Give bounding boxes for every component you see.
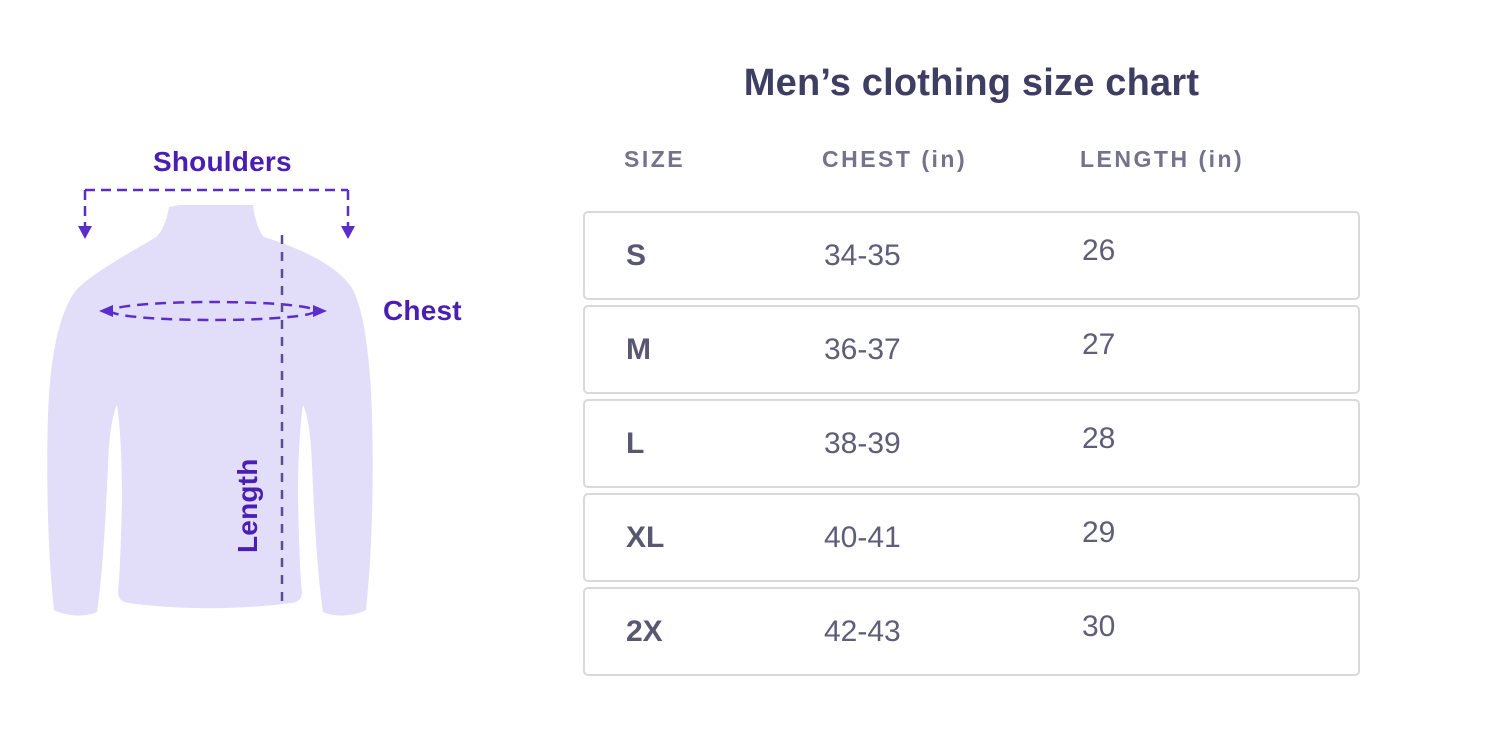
length-label: Length	[232, 458, 263, 554]
table-row: M 36-37 27	[583, 305, 1360, 394]
length-cell: 28	[1082, 421, 1116, 455]
chest-cell: 40-41	[824, 520, 901, 554]
size-cell: L	[626, 426, 645, 460]
shoulders-measure-bracket	[83, 188, 350, 226]
chest-cell: 38-39	[824, 426, 901, 460]
length-cell: 30	[1082, 609, 1116, 643]
shoulder-arrow-left-icon	[78, 226, 92, 239]
shoulders-label: Shoulders	[153, 146, 292, 177]
chest-arrow-right-icon	[313, 305, 327, 317]
shirt-illustration	[47, 188, 373, 616]
column-header-size: SIZE	[624, 146, 686, 172]
table-row: 2X 42-43 30	[583, 587, 1360, 676]
length-cell: 27	[1082, 327, 1116, 361]
size-cell: M	[626, 332, 651, 366]
table-header-row: SIZE CHEST (in) LENGTH (in)	[583, 146, 1360, 173]
table-row: L 38-39 28	[583, 399, 1360, 488]
column-header-length: LENGTH (in)	[1080, 146, 1245, 172]
length-cell: 29	[1082, 515, 1116, 549]
shirt-body-shape	[47, 205, 373, 616]
size-cell: XL	[626, 520, 665, 554]
chest-arrow-left-icon	[99, 305, 113, 317]
chest-cell: 36-37	[824, 332, 901, 366]
chest-cell: 34-35	[824, 238, 901, 272]
column-header-chest: CHEST (in)	[822, 146, 968, 172]
page-title: Men’s clothing size chart	[743, 62, 1200, 104]
size-cell: 2X	[626, 614, 663, 648]
length-cell: 26	[1082, 233, 1116, 267]
chest-label: Chest	[383, 295, 462, 326]
table-row: XL 40-41 29	[583, 493, 1360, 582]
table-row: S 34-35 26	[583, 211, 1360, 300]
chest-cell: 42-43	[824, 614, 901, 648]
shoulder-arrow-right-icon	[341, 226, 355, 239]
table-body: S 34-35 26 M 36-37 27 L 38-39 28 XL 40-4…	[583, 211, 1360, 681]
size-cell: S	[626, 238, 647, 272]
